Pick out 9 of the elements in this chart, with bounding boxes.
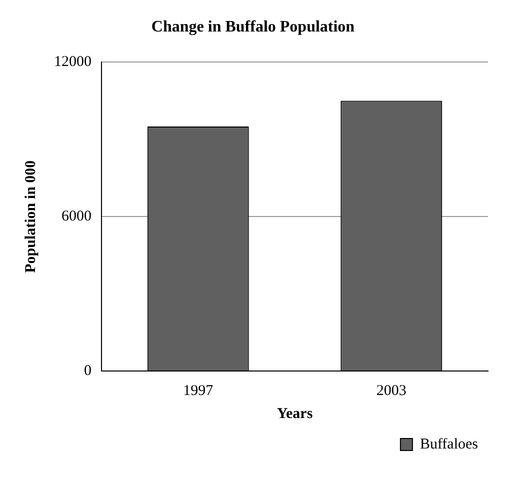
y-tick-label: 6000 (62, 208, 92, 225)
chart-title: Change in Buffalo Population (151, 18, 355, 36)
y-tick-label: 12000 (54, 54, 92, 70)
x-axis-title: Years (276, 406, 313, 422)
legend-label: Buffaloes (420, 436, 478, 452)
x-tick-label: 1997 (183, 382, 214, 399)
x-tick-label: 2003 (376, 382, 406, 399)
y-axis-title: Population in 000 (22, 160, 39, 273)
y-tick-label: 0 (84, 362, 92, 379)
